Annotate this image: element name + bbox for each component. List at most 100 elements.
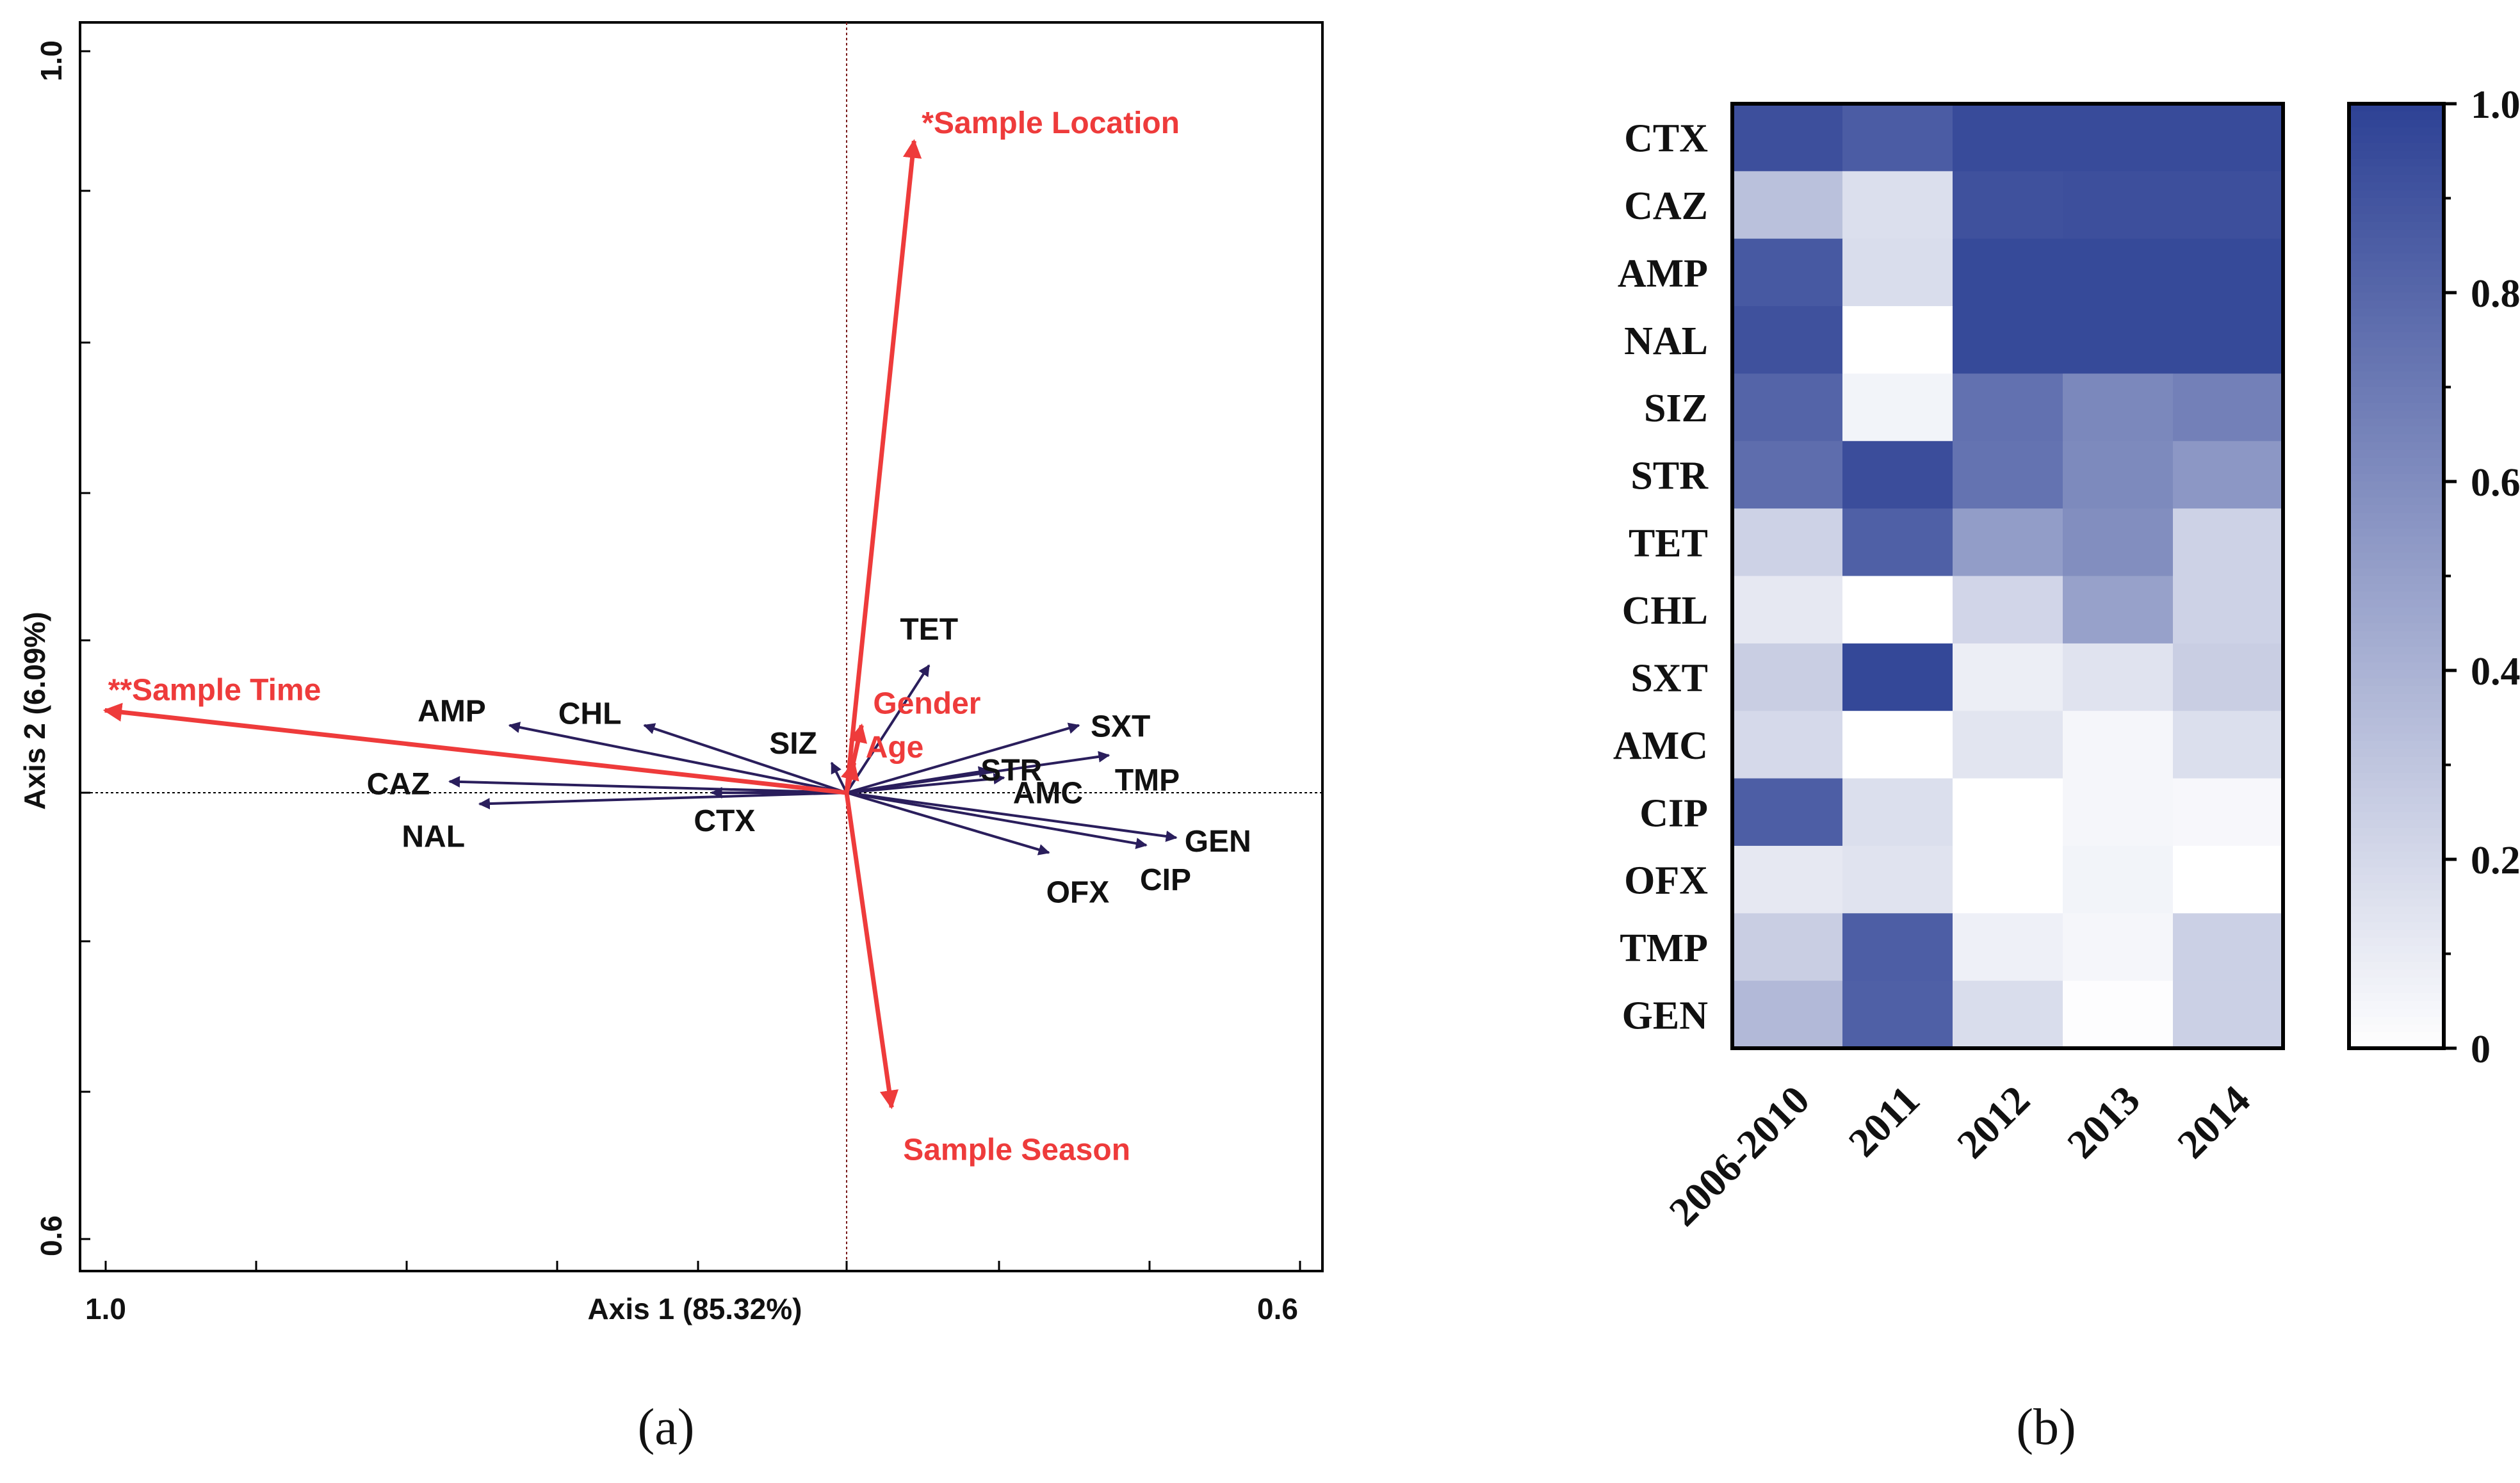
heatmap-cell-chl-2012 xyxy=(1953,576,2063,644)
colorbar-segment xyxy=(2349,277,2444,286)
colorbar-segment xyxy=(2349,898,2444,907)
colorbar-segment xyxy=(2349,1009,2444,1017)
heatmap-cell-sxt-2014 xyxy=(2173,643,2284,711)
vector-label-gen: GEN xyxy=(1185,825,1251,859)
vector-label-tet: TET xyxy=(900,613,958,647)
heatmap-cell-tet-2011 xyxy=(1842,508,1953,577)
colorbar-segment xyxy=(2349,1016,2444,1025)
column-label-2013: 2013 xyxy=(2058,1077,2149,1167)
heatmap-cell-nal-2013 xyxy=(2063,306,2174,375)
colorbar-segment xyxy=(2349,190,2444,199)
colorbar-segment xyxy=(2349,930,2444,939)
row-label-gen: GEN xyxy=(1622,994,1708,1037)
colorbar-segment xyxy=(2349,741,2444,750)
heatmap-cell-str-2012 xyxy=(1953,441,2063,509)
vector-arrow-siz xyxy=(830,761,848,793)
vector-arrow-gen xyxy=(846,791,1178,842)
colorbar-segment xyxy=(2349,497,2444,506)
colorbar-segment xyxy=(2349,166,2444,175)
colorbar-tick-label: 0.8 xyxy=(2471,272,2520,316)
colorbar-segment xyxy=(2349,222,2444,231)
colorbar-segment xyxy=(2349,678,2444,687)
row-label-amc: AMC xyxy=(1613,724,1708,768)
heatmap-cell-ofx-2006-2010 xyxy=(1732,845,1843,914)
heatmap-cells xyxy=(1732,104,2284,1049)
colorbar-segment xyxy=(2349,214,2444,223)
colorbar-segment xyxy=(2349,891,2444,900)
vector-label-chl: CHL xyxy=(558,697,622,731)
colorbar-segment xyxy=(2349,174,2444,183)
colorbar-segment xyxy=(2349,355,2444,364)
colorbar-segment xyxy=(2349,513,2444,522)
colorbar-segment xyxy=(2349,765,2444,774)
row-label-ofx: OFX xyxy=(1624,859,1708,903)
colorbar-segment xyxy=(2349,348,2444,357)
colorbar-segment xyxy=(2349,851,2444,860)
x-tick-label-right: 0.6 xyxy=(1257,1292,1298,1325)
heatmap-cell-amp-2013 xyxy=(2063,238,2174,307)
vector-label-sample-time: **Sample Time xyxy=(108,673,321,707)
colorbar-segment xyxy=(2349,544,2444,553)
heatmap-frame xyxy=(1730,102,2285,1050)
heatmap-cell-gen-2014 xyxy=(2173,980,2284,1049)
colorbar-segment xyxy=(2349,104,2444,113)
vector-label-siz: SIZ xyxy=(769,727,817,761)
heatmap-cell-amc-2012 xyxy=(1953,711,2063,779)
row-label-siz: SIZ xyxy=(1644,387,1708,430)
heatmap-cell-tmp-2006-2010 xyxy=(1732,913,1843,982)
colorbar-segment xyxy=(2349,725,2444,734)
column-label-2014: 2014 xyxy=(2168,1077,2259,1167)
colorbar-segment xyxy=(2349,631,2444,640)
heatmap-cell-tmp-2011 xyxy=(1842,913,1953,982)
colorbar-segment xyxy=(2349,229,2444,238)
heatmap-cell-ofx-2013 xyxy=(2063,845,2174,914)
row-label-amp: AMP xyxy=(1618,252,1708,295)
colorbar-segment xyxy=(2349,300,2444,309)
colorbar-segment xyxy=(2349,1025,2444,1033)
colorbar-segment xyxy=(2349,875,2444,884)
colorbar-segment xyxy=(2349,615,2444,624)
x-axis-ticks xyxy=(104,1261,1301,1271)
colorbar-segment xyxy=(2349,568,2444,577)
heatmap-cell-amc-2013 xyxy=(2063,711,2174,779)
heatmap-cell-amc-2014 xyxy=(2173,711,2284,779)
heatmap-cell-siz-2011 xyxy=(1842,373,1953,442)
colorbar-segment xyxy=(2349,607,2444,616)
heatmap-cell-ofx-2011 xyxy=(1842,845,1953,914)
heatmap-cell-sxt-2012 xyxy=(1953,643,2063,711)
colorbar-tick-label: 1.0 xyxy=(2471,83,2520,127)
vector-label-ctx: CTX xyxy=(694,804,755,838)
vector-arrow-amp xyxy=(508,722,847,794)
y-tick-label-top: 1.0 xyxy=(35,40,68,81)
heatmap-cell-caz-2013 xyxy=(2063,171,2174,239)
vector-arrow-age xyxy=(841,761,859,793)
heatmap-cell-sxt-2006-2010 xyxy=(1732,643,1843,711)
row-label-cip: CIP xyxy=(1639,791,1708,835)
colorbar-segment xyxy=(2349,836,2444,845)
colorbar-segment xyxy=(2349,426,2444,435)
vector-arrow-cip xyxy=(846,791,1148,849)
colorbar-segment xyxy=(2349,693,2444,702)
colorbar-segment xyxy=(2349,269,2444,278)
heatmap-cell-nal-2012 xyxy=(1953,306,2063,375)
colorbar-segment xyxy=(2349,489,2444,498)
colorbar-segment xyxy=(2349,505,2444,514)
heatmap-cell-ctx-2012 xyxy=(1953,104,2063,172)
heatmap-cell-nal-2006-2010 xyxy=(1732,306,1843,375)
colorbar-segment xyxy=(2349,339,2444,348)
colorbar-segment xyxy=(2349,781,2444,790)
colorbar-segment xyxy=(2349,812,2444,821)
vector-label-sample-season: Sample Season xyxy=(903,1133,1130,1167)
colorbar-segment xyxy=(2349,410,2444,419)
heatmap-cell-nal-2011 xyxy=(1842,306,1953,375)
colorbar-segment xyxy=(2349,953,2444,962)
heatmap-cell-amc-2011 xyxy=(1842,711,1953,779)
heatmap-cell-str-2006-2010 xyxy=(1732,441,1843,509)
heatmap-cell-tet-2012 xyxy=(1953,508,2063,577)
heatmap-cell-nal-2014 xyxy=(2173,306,2284,375)
colorbar-segment xyxy=(2349,1032,2444,1041)
heatmap-cell-tet-2013 xyxy=(2063,508,2174,577)
heatmap-cell-amp-2011 xyxy=(1842,238,1953,307)
colorbar-segment xyxy=(2349,922,2444,931)
